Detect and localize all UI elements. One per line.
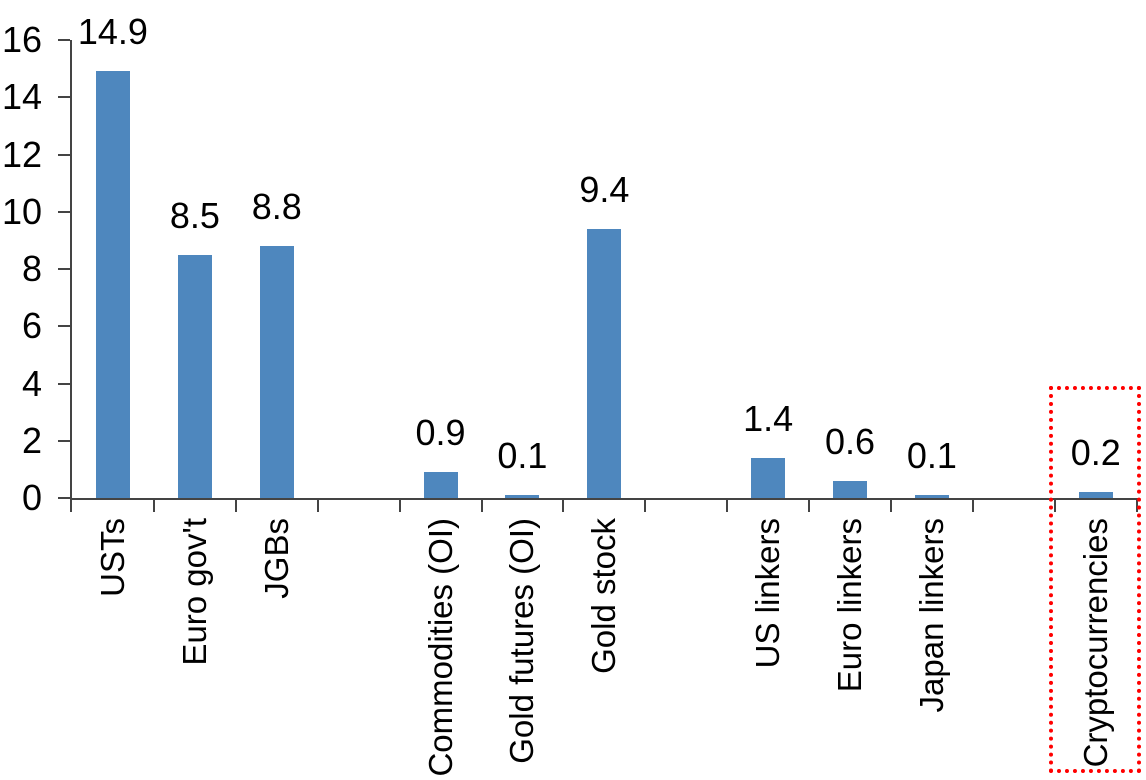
bar-gold-futures-oi	[505, 495, 540, 498]
y-tick-label: 14	[1, 76, 42, 118]
y-axis-tick	[58, 153, 70, 156]
x-category-label: Euro gov't	[175, 518, 213, 666]
x-axis-tick	[1053, 500, 1056, 512]
x-category-label: Japan linkers	[912, 518, 950, 713]
x-category-label: JGBs	[257, 518, 295, 599]
y-axis-line	[70, 40, 72, 512]
x-axis-line	[70, 498, 1138, 500]
bar-value-label: 0.1	[906, 435, 957, 476]
x-axis-tick	[808, 500, 811, 512]
bar-euro-gov-t	[177, 255, 212, 498]
bar-value-label: 1.4	[743, 398, 794, 439]
bar-us-linkers	[751, 458, 786, 498]
bar-value-label: 0.1	[497, 435, 548, 476]
x-category-label: Euro linkers	[831, 518, 869, 693]
y-tick-label: 2	[21, 419, 42, 461]
bar-euro-linkers	[833, 481, 868, 498]
x-category-label: USTs	[93, 518, 131, 597]
y-tick-label: 16	[1, 19, 42, 60]
x-axis-tick	[890, 500, 892, 512]
x-axis-tick	[644, 500, 647, 512]
bar-value-label: 9.4	[579, 169, 630, 210]
y-axis-tick	[58, 96, 70, 99]
bar-gold-stock	[587, 229, 622, 498]
y-axis-tick	[58, 268, 70, 270]
x-axis-tick	[562, 500, 565, 512]
y-tick-label: 8	[21, 248, 42, 289]
bar-commodities-oi	[423, 472, 458, 498]
x-axis-tick	[480, 500, 483, 512]
y-axis-tick	[58, 439, 70, 442]
x-axis-tick	[1135, 500, 1138, 512]
bar-japan-linkers	[914, 495, 949, 498]
y-axis-tick	[58, 39, 70, 41]
y-tick-label: 0	[21, 477, 42, 518]
bar-value-label: 0.6	[825, 421, 876, 462]
x-axis-tick	[398, 500, 401, 512]
y-axis-tick	[58, 497, 70, 499]
crypto-highlight-box	[1049, 386, 1141, 773]
y-tick-label: 10	[1, 190, 42, 232]
bar-jgbs	[259, 246, 294, 498]
bar-value-label: 0.2	[1070, 432, 1121, 473]
y-axis-tick	[58, 325, 70, 328]
x-axis-tick	[971, 500, 974, 512]
bar-cryptocurrencies	[1078, 492, 1113, 498]
x-category-label: Gold futures (OI)	[503, 518, 541, 764]
x-axis-tick	[726, 500, 729, 512]
bar-value-label: 8.5	[169, 195, 220, 236]
y-tick-label: 6	[21, 305, 42, 347]
bar-value-label: 0.9	[415, 412, 466, 453]
y-tick-label: 4	[21, 362, 42, 404]
x-category-label: Commodities (OI)	[421, 518, 459, 777]
x-axis-tick	[234, 500, 237, 512]
bar-value-label: 14.9	[77, 11, 148, 52]
x-category-label: US linkers	[749, 518, 787, 669]
x-category-label: Gold stock	[585, 518, 623, 674]
bar-value-label: 8.8	[251, 186, 302, 227]
y-tick-label: 12	[1, 133, 42, 175]
bar-usts	[95, 71, 130, 498]
x-axis-tick	[152, 500, 155, 512]
y-axis-tick	[58, 382, 70, 385]
x-axis-tick	[316, 500, 319, 512]
y-axis-tick	[58, 210, 70, 213]
